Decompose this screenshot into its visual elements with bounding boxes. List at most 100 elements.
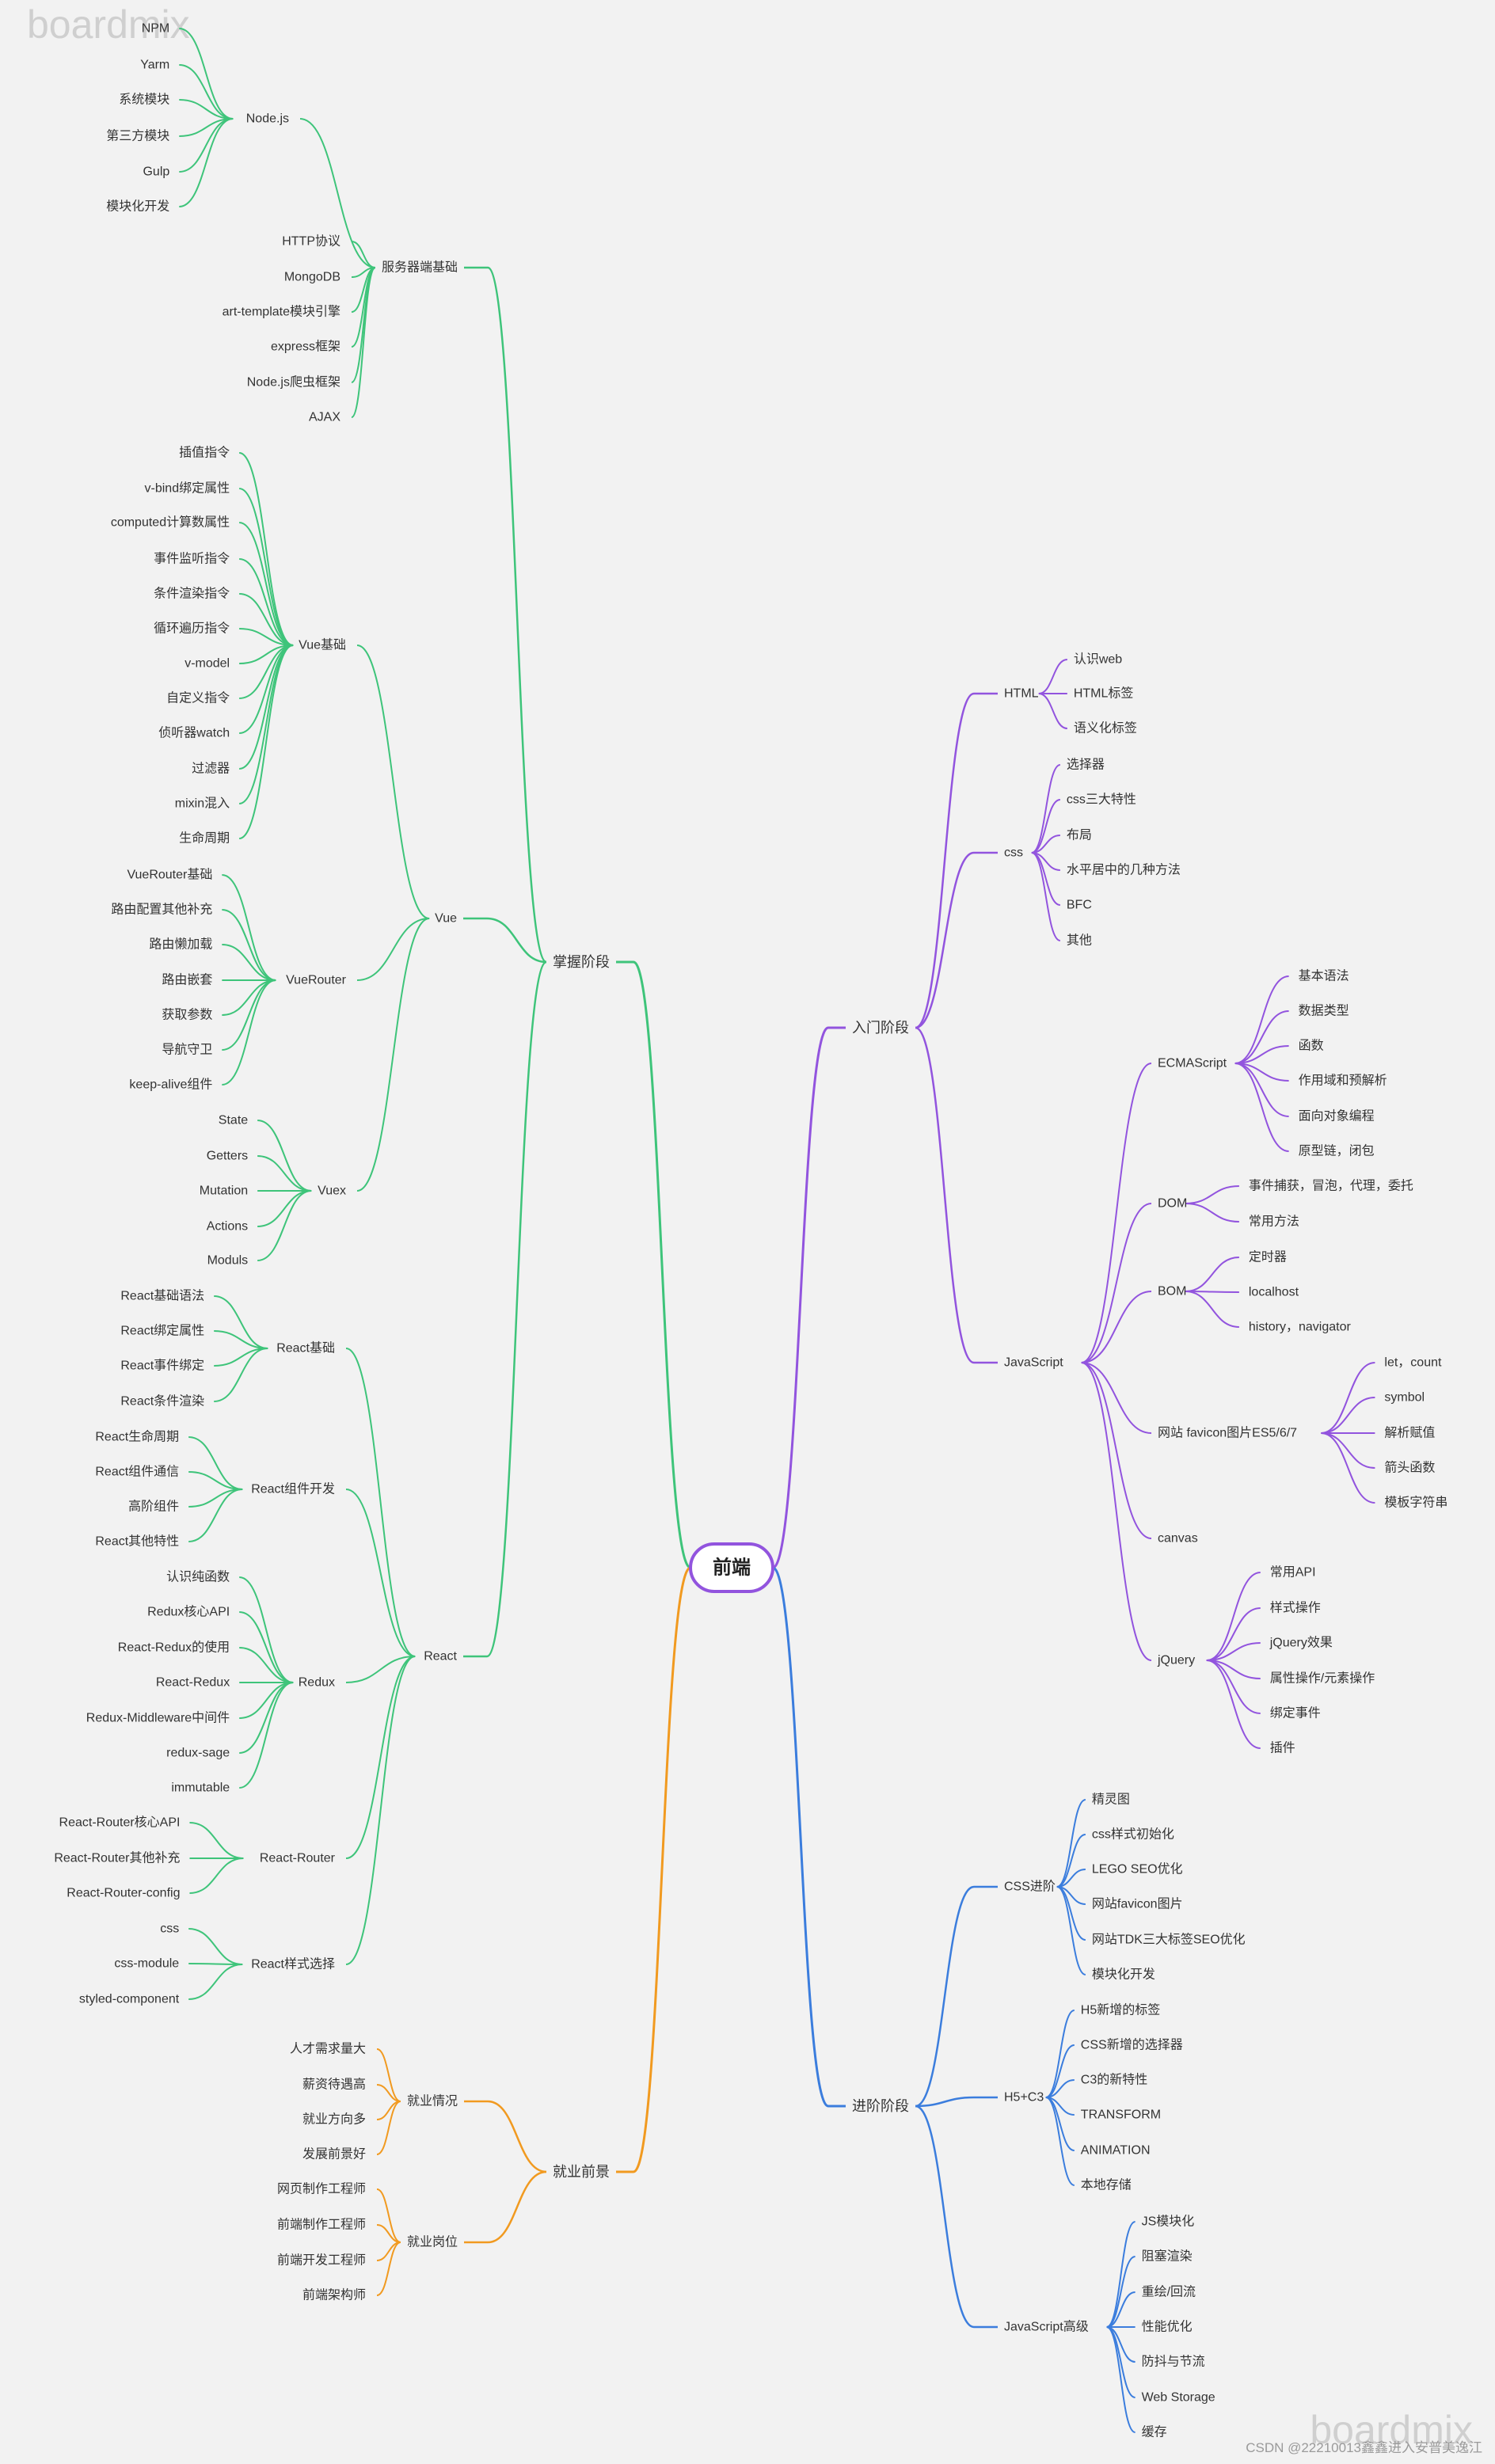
connector-line [1031, 852, 1061, 941]
node-label-state: State [219, 1114, 248, 1127]
connector-line [238, 452, 294, 646]
node-label-watch: 侦听器watch [158, 726, 230, 740]
node-label-cn: 箭头函数 [1384, 1460, 1435, 1475]
node-label-css: CSS进阶 [1004, 1880, 1056, 1894]
connector-line [486, 960, 547, 1658]
node-label-cn: 前端架构师 [302, 2288, 366, 2302]
node-label-cn: 就业前景 [553, 2164, 610, 2180]
node-label-keep-alive: keep-alive组件 [129, 1078, 212, 1092]
connector-line [1206, 1642, 1261, 1661]
node-label-cn: 模板字符串 [1384, 1496, 1447, 1510]
node-label-vue: Vue基础 [299, 638, 346, 652]
node-label-cn: 模块化开发 [1092, 1968, 1155, 1982]
connector-line [239, 1576, 294, 1683]
node-label-localhost: localhost [1249, 1286, 1299, 1299]
connector-line [1206, 1572, 1261, 1661]
node-label-cn: 作用域和预解析 [1299, 1074, 1387, 1088]
connector-line [1321, 1432, 1375, 1504]
connector-line [222, 944, 276, 981]
node-label-cn: 第三方模块 [106, 129, 169, 143]
node-label-cn: 获取参数 [162, 1008, 212, 1022]
node-label-cn: 数据类型 [1299, 1004, 1349, 1018]
connector-line [239, 593, 294, 646]
node-label-yarm: Yarm [140, 59, 169, 72]
node-label-css: CSS新增的选择器 [1081, 2038, 1183, 2052]
connector-line [772, 1026, 829, 1569]
connector-line [1045, 2097, 1075, 2186]
node-label-mutation: Mutation [200, 1184, 248, 1198]
node-label-cn: 路由懒加载 [149, 937, 212, 952]
node-label-h5-c3: H5+C3 [1004, 2091, 1044, 2105]
connector-line [1106, 2326, 1136, 2433]
connector-line [238, 522, 294, 646]
connector-line [239, 1647, 294, 1683]
connector-line [188, 1471, 243, 1490]
connector-line [239, 1682, 294, 1719]
connector-line [1206, 1607, 1261, 1661]
node-label-canvas: canvas [1158, 1532, 1198, 1546]
node-label-redux-api: Redux核心API [147, 1605, 230, 1619]
node-label-cn: 选择器 [1067, 758, 1105, 772]
node-label-vue: Vue [435, 912, 457, 926]
node-label-react: React组件通信 [95, 1465, 179, 1479]
connector-line [179, 28, 234, 120]
connector-line [1081, 1362, 1152, 1661]
node-label-cn: 自定义指令 [166, 691, 230, 705]
connector-line [351, 267, 376, 383]
connector-line [376, 2101, 401, 2155]
node-label-cn: 事件监听指令 [154, 552, 230, 566]
node-label-cn: 其他 [1067, 934, 1092, 948]
node-label-cn: 属性操作/元素操作 [1270, 1671, 1375, 1686]
node-label-ajax: AJAX [309, 411, 340, 424]
connector-line [188, 1964, 243, 2000]
node-label-animation: ANIMATION [1081, 2144, 1151, 2158]
connector-line [356, 918, 430, 981]
connector-line [189, 1858, 244, 1894]
connector-line [1056, 1869, 1086, 1888]
connector-line [345, 1489, 416, 1657]
node-label-redux: Redux [299, 1676, 335, 1690]
node-label-computed: computed计算数属性 [111, 515, 230, 530]
connector-line [1081, 1362, 1152, 1434]
connector-line [356, 918, 430, 1192]
connector-line [1038, 659, 1068, 694]
connector-line [1106, 2291, 1136, 2328]
connector-line [486, 266, 548, 964]
connector-line [915, 851, 975, 1029]
node-label-cn: 精灵图 [1092, 1793, 1130, 1807]
node-label-cn: 函数 [1299, 1039, 1324, 1053]
node-label-cn: 服务器端基础 [382, 260, 458, 275]
node-label-cn: 插值指令 [179, 446, 230, 460]
connector-line [188, 1489, 243, 1508]
node-label-cn: 过滤器 [192, 762, 230, 776]
connector-line [1185, 1203, 1239, 1222]
node-label-cn: 重绘/回流 [1142, 2285, 1196, 2299]
connector-line [487, 2100, 547, 2173]
node-label-cn: 解析赋值 [1384, 1426, 1435, 1440]
node-label-vuex: Vuex [318, 1184, 346, 1198]
node-label-react-router-api: React-Router核心API [59, 1816, 181, 1830]
connector-line [1106, 2256, 1136, 2328]
node-label-react: React条件渲染 [120, 1394, 204, 1409]
connector-line [1031, 764, 1061, 854]
node-label-cn: 插件 [1270, 1741, 1295, 1755]
connector-line [915, 1885, 975, 2108]
connector-line [1185, 1257, 1239, 1292]
node-label-cn: 薪资待遇高 [302, 2078, 366, 2092]
node-label-npm: NPM [142, 22, 170, 36]
connector-line [257, 1190, 312, 1261]
node-label-cn: 发展前景好 [302, 2147, 366, 2162]
connector-line [222, 979, 276, 1016]
connector-layer [179, 28, 1375, 2433]
node-label-react: React绑定属性 [120, 1324, 204, 1338]
connector-line [915, 2096, 975, 2108]
connector-line [299, 118, 376, 268]
connector-line [1234, 1063, 1289, 1152]
node-label-redux-middleware: Redux-Middleware中间件 [86, 1711, 230, 1725]
node-label-cn: 生命周期 [179, 831, 230, 846]
node-label-react-router: React-Router [260, 1852, 336, 1865]
connector-line [239, 1682, 294, 1754]
node-label-cn: 进阶阶段 [852, 2098, 909, 2114]
node-label-cn: 路由嵌套 [162, 973, 212, 987]
